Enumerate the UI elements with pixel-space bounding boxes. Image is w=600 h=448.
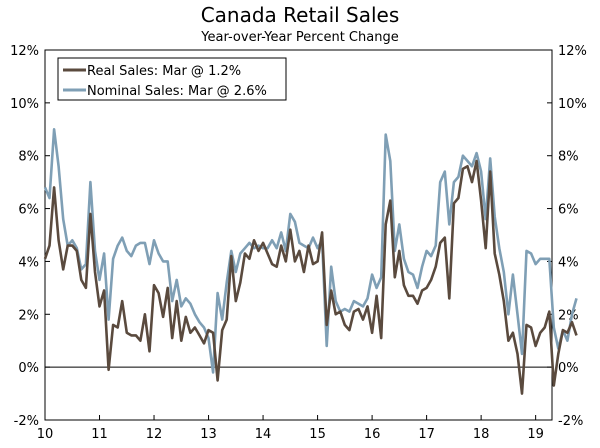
y-tick-label-right: 10% (558, 97, 587, 112)
x-tick-label: 17 (418, 427, 435, 442)
y-tick-label-left: 0% (18, 361, 39, 376)
y-tick-label-right: 12% (558, 44, 587, 59)
y-tick-label-left: 8% (18, 150, 39, 165)
y-tick-label-left: -2% (14, 414, 39, 429)
x-tick-label: 16 (364, 427, 381, 442)
x-tick-label: 13 (200, 427, 217, 442)
x-tick-label: 14 (255, 427, 272, 442)
x-tick-label: 10 (37, 427, 54, 442)
legend: Real Sales: Mar @ 1.2% Nominal Sales: Ma… (57, 57, 287, 101)
y-tick-label-right: 4% (558, 255, 579, 270)
x-tick-label: 11 (91, 427, 108, 442)
y-tick-label-left: 4% (18, 255, 39, 270)
y-tick-label-right: 8% (558, 150, 579, 165)
x-tick-label: 18 (473, 427, 490, 442)
legend-box (57, 57, 287, 101)
y-tick-label-right: 2% (558, 308, 579, 323)
series-line-real-sales (43, 159, 578, 395)
y-axis-left: -2% 0% 2% 4% 6% 8% 10% 12% (10, 44, 50, 429)
y-tick-label-left: 12% (10, 44, 39, 59)
chart-title: Canada Retail Sales (201, 3, 400, 27)
chart-subtitle: Year-over-Year Percent Change (200, 30, 398, 45)
legend-label-real: Real Sales: Mar @ 1.2% (87, 64, 241, 79)
series-layer (43, 128, 578, 395)
x-tick-label: 19 (527, 427, 544, 442)
plot-area (44, 49, 553, 421)
legend-label-nominal: Nominal Sales: Mar @ 2.6% (87, 84, 267, 99)
y-tick-label-right: 0% (558, 361, 579, 376)
y-tick-label-left: 10% (10, 97, 39, 112)
y-tick-label-right: 6% (558, 203, 579, 218)
x-axis: 10 11 12 13 14 15 16 17 18 19 (37, 415, 544, 442)
x-tick-label: 15 (309, 427, 326, 442)
y-tick-label-left: 2% (18, 308, 39, 323)
x-tick-label: 12 (146, 427, 163, 442)
y-tick-label-right: -2% (558, 414, 583, 429)
y-tick-label-left: 6% (18, 203, 39, 218)
